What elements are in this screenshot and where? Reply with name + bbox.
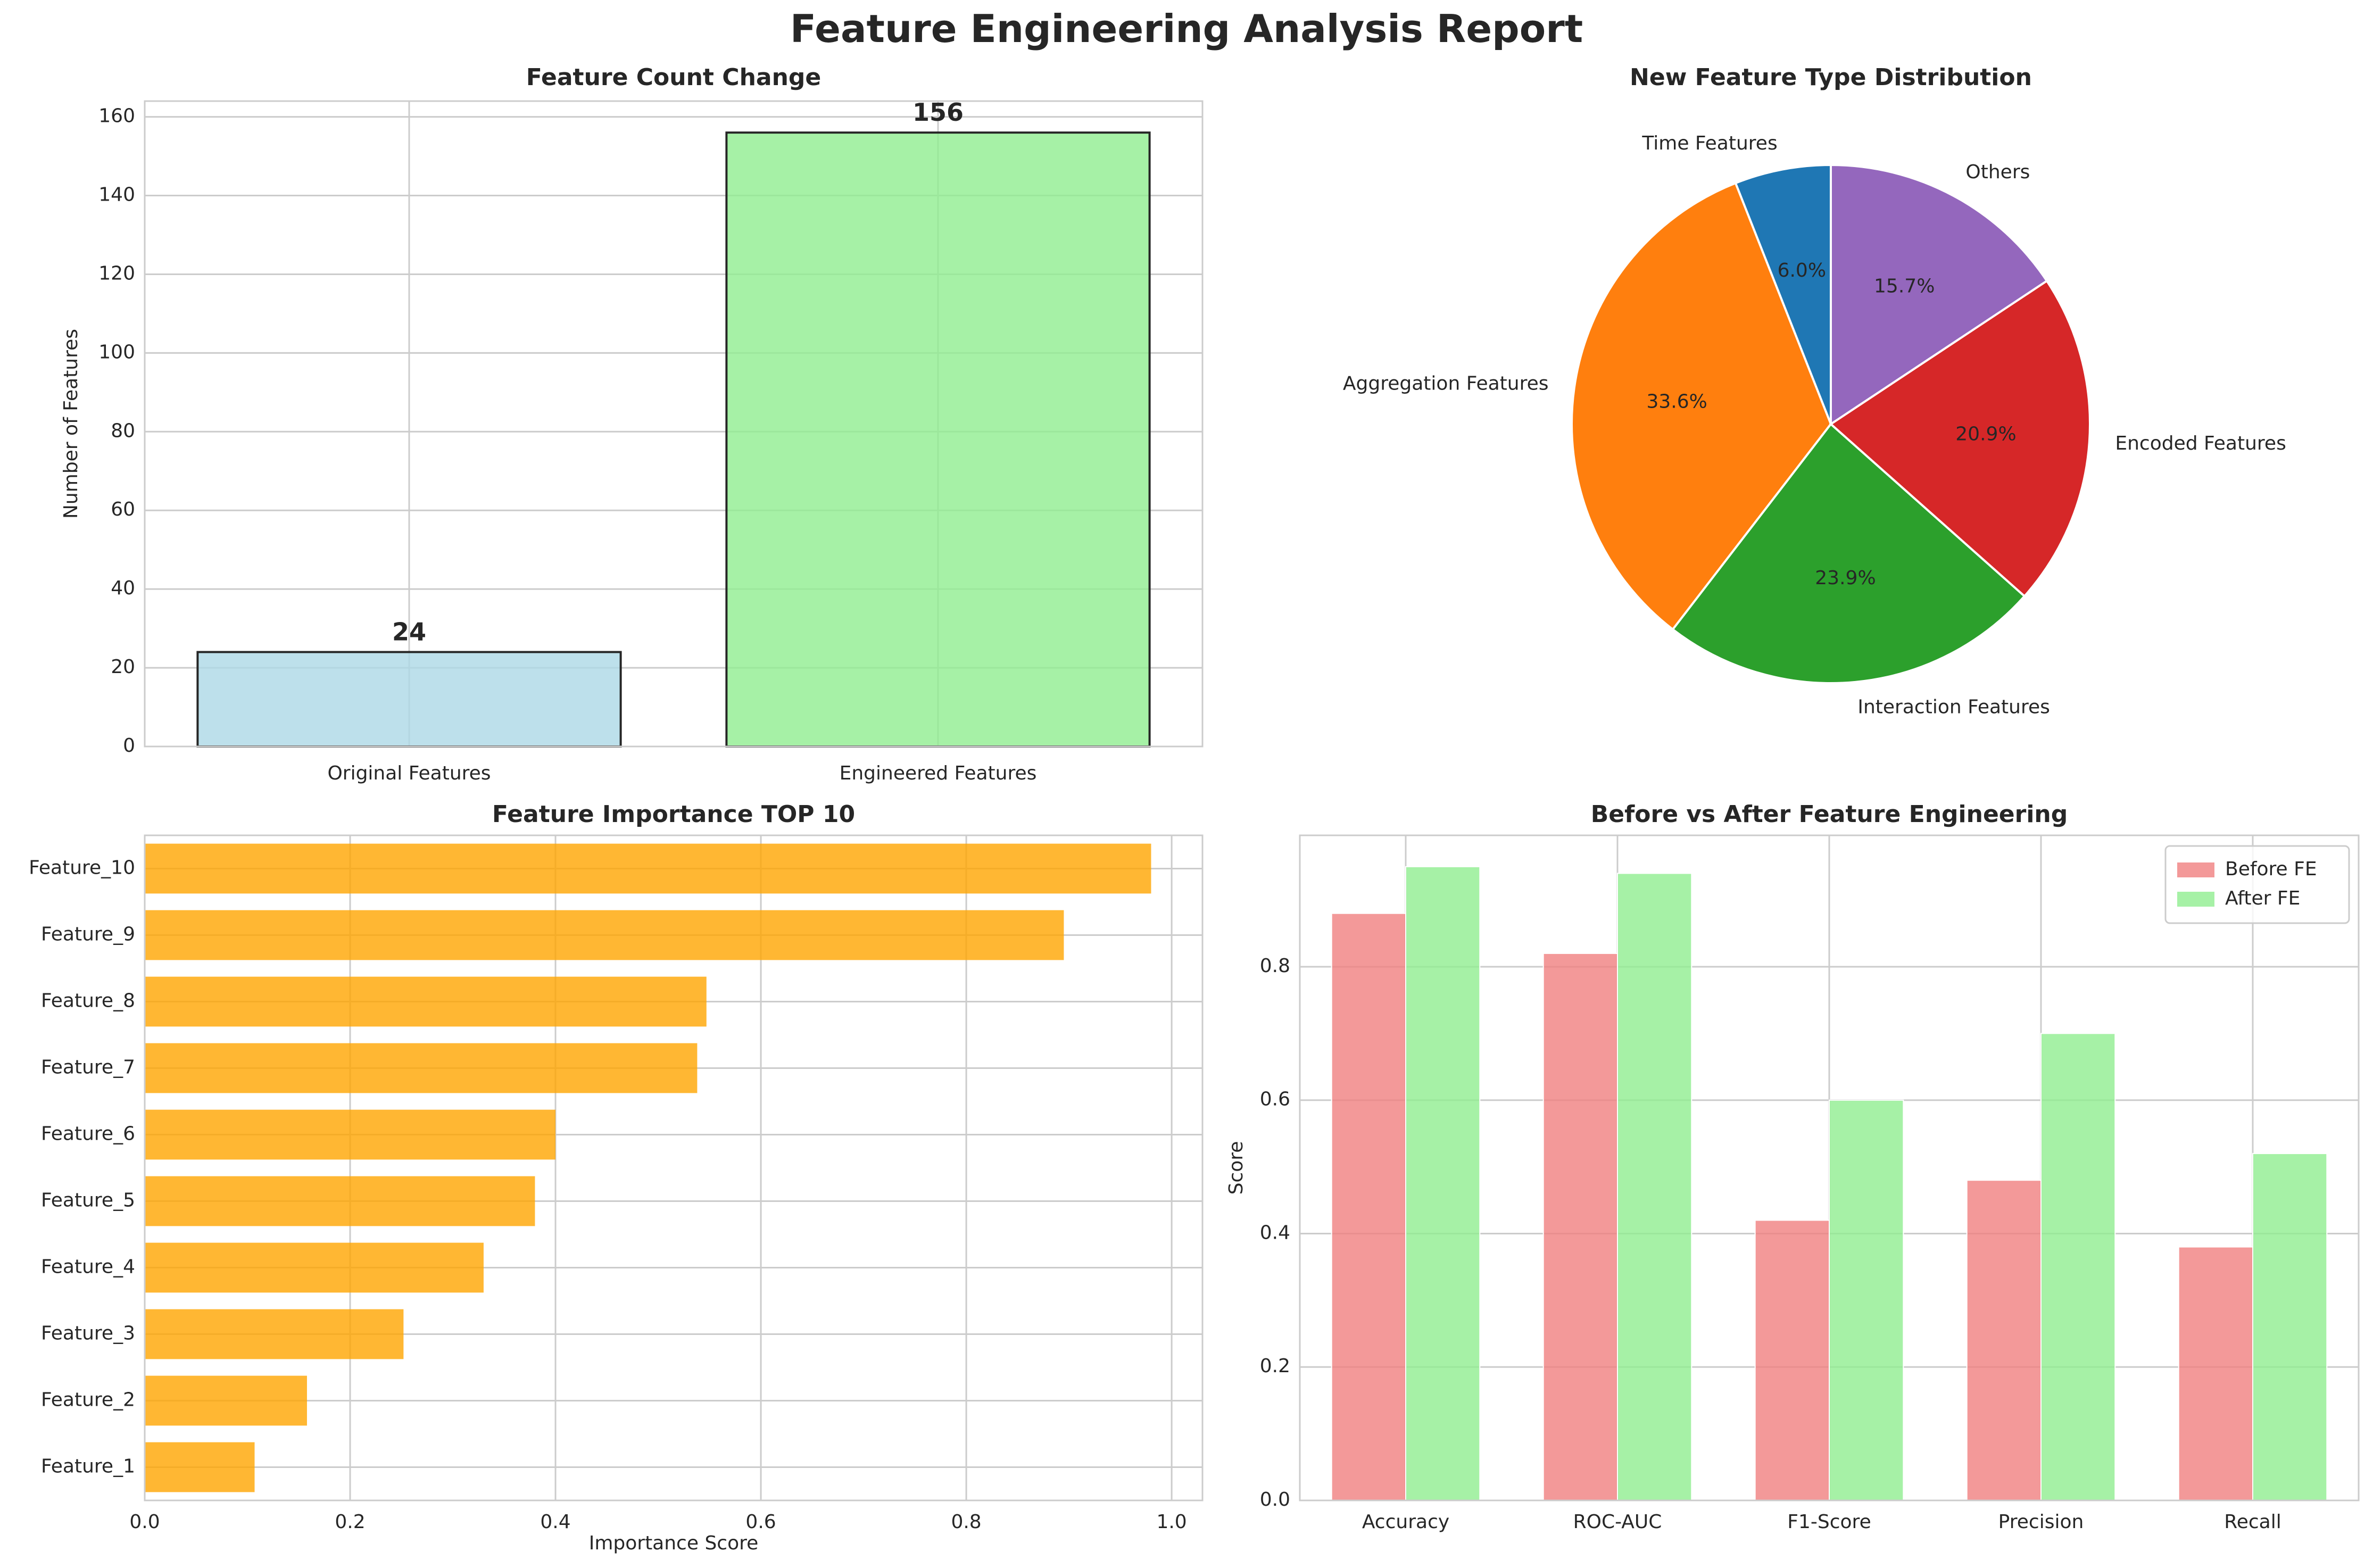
bar — [145, 1375, 307, 1426]
x-tick-label: Engineered Features — [840, 762, 1037, 784]
y-tick-label: 20 — [111, 656, 135, 678]
chart-title: Feature Importance TOP 10 — [492, 801, 855, 828]
bar — [145, 1109, 556, 1160]
y-tick-label: Feature_3 — [41, 1323, 135, 1345]
bar — [145, 1176, 535, 1226]
bar — [2252, 1153, 2328, 1501]
x-tick-label: 0.2 — [335, 1511, 365, 1533]
bar — [145, 976, 707, 1027]
y-tick-label: 0.6 — [1260, 1089, 1290, 1110]
y-axis-label: Score — [1225, 1141, 1247, 1195]
figure-title: Feature Engineering Analysis Report — [790, 6, 1583, 51]
feature-importance-chart: 0.0 0.2 0.4 0.6 0.8 1.0 Feature_1 Feature_2 Feat… — [29, 801, 1204, 1554]
y-tick-label: Feature_9 — [41, 924, 135, 945]
pie-percent-label: 6.0% — [1778, 260, 1826, 281]
x-tick-label: Accuracy — [1362, 1511, 1449, 1533]
bar — [196, 651, 622, 748]
y-tick-label: Feature_10 — [29, 857, 135, 879]
plot-frame — [144, 834, 1204, 1501]
pie-percent-label: 15.7% — [1874, 276, 1935, 297]
bar — [1617, 873, 1692, 1501]
y-tick-label: Feature_6 — [41, 1123, 135, 1145]
bar — [145, 1242, 484, 1293]
y-tick-label: 80 — [111, 420, 135, 442]
x-tick-label: ROC-AUC — [1573, 1511, 1662, 1533]
bar-value-label: 24 — [392, 617, 426, 646]
bar — [725, 131, 1151, 748]
y-tick-label: 0 — [123, 735, 135, 757]
pie-percent-label: 23.9% — [1815, 567, 1876, 589]
chart-title: New Feature Type Distribution — [1630, 64, 2032, 91]
y-tick-label: 0.0 — [1260, 1489, 1290, 1511]
bar — [2178, 1246, 2253, 1501]
pie-slice-label: Encoded Features — [2115, 433, 2286, 454]
y-tick-label: 100 — [98, 341, 135, 363]
bar-value-label: 156 — [912, 98, 964, 127]
pie-percent-label: 33.6% — [1646, 391, 1707, 412]
y-tick-label: Feature_8 — [41, 990, 135, 1012]
y-tick-label: 0.4 — [1260, 1222, 1290, 1243]
x-tick-label: 0.0 — [129, 1511, 160, 1533]
bar — [145, 910, 1064, 960]
pie-slice — [1571, 181, 1832, 631]
pie-slice — [1830, 163, 2048, 426]
bar — [1405, 866, 1481, 1501]
legend-box — [2164, 845, 2350, 924]
chart-title: Feature Count Change — [526, 64, 822, 91]
bar — [1331, 912, 1406, 1501]
bar — [145, 1043, 698, 1093]
x-tick-label: 0.8 — [951, 1511, 981, 1533]
x-axis-label: Importance Score — [589, 1532, 759, 1554]
bar — [145, 1309, 404, 1359]
x-tick-label: Precision — [1998, 1511, 2084, 1533]
y-axis-label: Number of Features — [60, 329, 82, 519]
legend-label: After FE — [2225, 887, 2300, 909]
feature-type-pie-chart: New Feature Type Distribution 6.0% Time Fe… — [1343, 64, 2286, 718]
y-tick-label: Feature_7 — [41, 1057, 135, 1078]
y-tick-label: Feature_5 — [41, 1190, 135, 1212]
feature-count-chart: 0 20 40 60 80 100 120 140 160 24 Original Features… — [60, 64, 1204, 784]
y-tick-label: 160 — [98, 105, 135, 127]
pie-percent-label: 20.9% — [1955, 424, 2016, 445]
y-tick-label: 0.2 — [1260, 1355, 1290, 1377]
pie-slice-label: Time Features — [1641, 132, 1777, 154]
legend-swatch — [2177, 892, 2214, 907]
x-tick-label: 0.6 — [745, 1511, 776, 1533]
y-tick-label: Feature_1 — [41, 1456, 135, 1478]
pie-slice — [1734, 163, 1832, 425]
pie-slice-label: Aggregation Features — [1343, 372, 1549, 394]
bar — [2040, 1033, 2116, 1501]
y-tick-label: 0.8 — [1260, 955, 1290, 977]
x-tick-label: Recall — [2224, 1511, 2281, 1533]
y-tick-label: Feature_2 — [41, 1389, 135, 1411]
bar — [145, 1442, 255, 1492]
bar — [145, 843, 1151, 894]
y-tick-label: Feature_4 — [41, 1256, 135, 1278]
before-after-chart: 0.0 0.2 0.4 0.6 0.8 Accuracy ROC-AUC F1-Score Pr… — [1225, 801, 2360, 1533]
pie-slice — [1671, 422, 2026, 684]
pie-slice-label: Others — [1965, 161, 2030, 183]
x-tick-label: 0.4 — [540, 1511, 570, 1533]
legend-label: Before FE — [2225, 858, 2317, 880]
chart-title: Before vs After Feature Engineering — [1591, 801, 2068, 828]
x-tick-label: F1-Score — [1787, 1511, 1871, 1533]
y-tick-label: 40 — [111, 577, 135, 599]
legend-swatch — [2177, 862, 2214, 877]
bar — [1542, 952, 1618, 1501]
bar — [1829, 1099, 1904, 1501]
bar — [1966, 1180, 2042, 1501]
pie-slice-label: Interaction Features — [1857, 696, 2050, 718]
y-tick-label: 140 — [98, 184, 135, 206]
plot-frame — [144, 100, 1204, 748]
y-tick-label: 60 — [111, 499, 135, 520]
y-tick-label: 120 — [98, 262, 135, 284]
bar — [1754, 1219, 1830, 1501]
plot-frame — [1299, 834, 2360, 1501]
x-tick-label: 1.0 — [1156, 1511, 1186, 1533]
x-tick-label: Original Features — [327, 762, 491, 784]
pie-slice — [1829, 279, 2091, 598]
